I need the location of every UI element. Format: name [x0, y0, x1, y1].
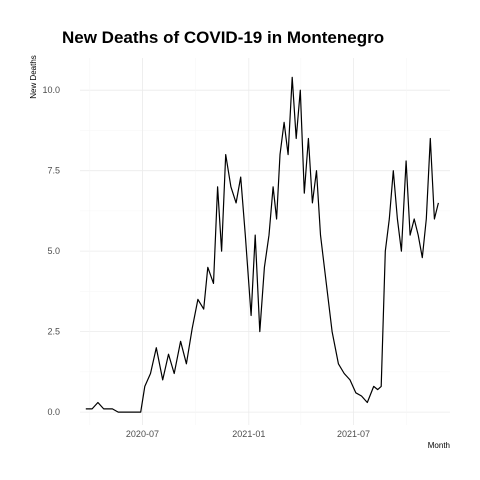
y-tick-label: 0.0 — [47, 407, 60, 417]
y-axis-title: New Deaths — [29, 55, 38, 99]
y-tick-label: 5.0 — [47, 246, 60, 256]
y-tick-label: 2.5 — [47, 327, 60, 337]
y-tick-labels: 0.0 2.5 5.0 7.5 10.0 — [42, 85, 60, 417]
x-tick-label: 2020-07 — [126, 429, 159, 439]
x-axis-title: Month — [428, 441, 450, 450]
x-tick-label: 2021-07 — [337, 429, 370, 439]
grid-lines — [80, 58, 450, 425]
x-tick-labels: 2020-07 2021-01 2021-07 — [126, 429, 370, 439]
chart-title: New Deaths of COVID-19 in Montenegro — [62, 28, 384, 47]
y-tick-label: 10.0 — [42, 85, 60, 95]
x-tick-label: 2021-01 — [232, 429, 265, 439]
y-tick-label: 7.5 — [47, 166, 60, 176]
series-line — [85, 76, 439, 413]
